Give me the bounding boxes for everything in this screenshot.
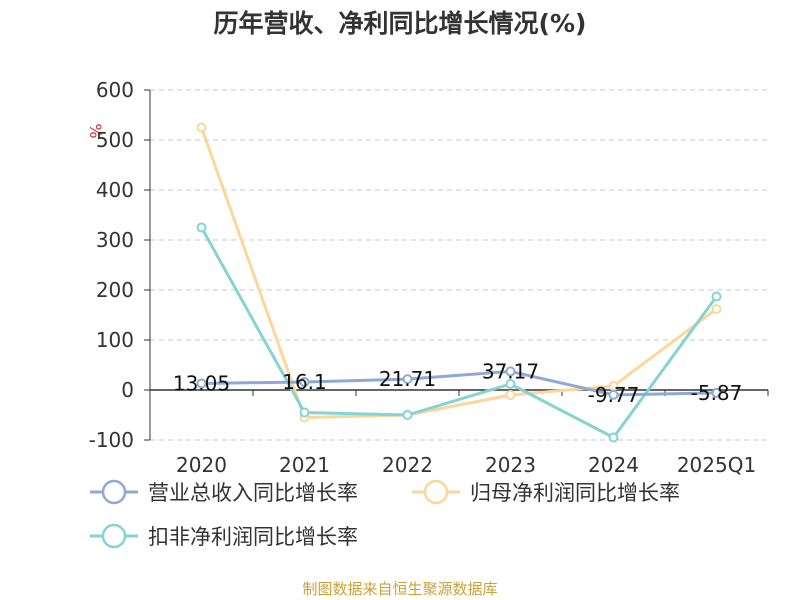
series-group — [196, 122, 722, 443]
data-point — [299, 407, 310, 418]
y-tick-label: 200 — [96, 278, 134, 302]
y-tick-label: 600 — [96, 78, 134, 102]
chart-title: 历年营收、净利同比增长情况(%) — [214, 9, 587, 38]
legend-label-deducted-profit: 扣非净利润同比增长率 — [148, 525, 358, 549]
x-tick-label: 2025Q1 — [677, 453, 756, 477]
data-label: 13.05 — [173, 371, 230, 395]
legend-marker-revenue — [101, 479, 127, 505]
data-point — [711, 387, 722, 398]
legend-item-net-profit[interactable]: 归母净利润同比增长率 — [412, 479, 680, 505]
data-point — [711, 291, 722, 302]
y-tick-label: 100 — [96, 328, 134, 352]
legend-marker-deducted-profit — [101, 523, 127, 549]
source-note: 制图数据来自恒生聚源数据库 — [302, 580, 497, 598]
x-tick-label: 2022 — [382, 453, 433, 477]
data-point — [196, 378, 207, 389]
data-point — [608, 389, 619, 400]
data-label: 37.17 — [482, 359, 539, 383]
y-tick-label: 400 — [96, 178, 134, 202]
y-tick-label: 0 — [121, 378, 134, 402]
x-tick-label: 2020 — [176, 453, 227, 477]
data-label: 21.71 — [379, 367, 436, 391]
legend: 营业总收入同比增长率 归母净利润同比增长率 扣非净利润同比增长率 — [90, 479, 680, 549]
legend-item-revenue[interactable]: 营业总收入同比增长率 — [90, 479, 358, 505]
data-point — [402, 374, 413, 385]
series-line — [200, 126, 718, 419]
data-point — [505, 390, 516, 400]
data-point — [402, 410, 413, 420]
data-point — [505, 366, 516, 377]
legend-label-revenue: 营业总收入同比增长率 — [148, 481, 358, 505]
data-point — [196, 122, 207, 133]
series-line — [201, 369, 717, 397]
y-tick-label: 300 — [96, 228, 134, 252]
data-label: 16.1 — [282, 370, 327, 394]
y-axis-unit: % — [86, 123, 105, 138]
data-point — [505, 379, 516, 389]
data-label: -5.87 — [691, 381, 743, 405]
data-point — [196, 222, 207, 233]
data-point — [608, 432, 619, 443]
x-tick-label: 2021 — [279, 453, 330, 477]
y-tick-label: 500 — [96, 128, 134, 152]
x-axis-ticks: 2020 2021 2022 2023 2024 2025Q1 — [176, 453, 756, 477]
x-tick-label: 2024 — [588, 453, 639, 477]
data-labels: 13.05 16.1 21.71 37.17 -9.77 -5.87 — [173, 359, 743, 406]
data-point — [711, 304, 722, 314]
data-label: -9.77 — [588, 383, 640, 407]
y-axis-ticks: 600 500 400 300 200 100 0 -100 — [89, 78, 150, 452]
legend-label-net-profit: 归母净利润同比增长率 — [470, 481, 680, 505]
legend-marker-net-profit — [423, 479, 449, 505]
axes — [149, 90, 769, 440]
y-tick-label: -100 — [89, 428, 134, 452]
legend-item-deducted-profit[interactable]: 扣非净利润同比增长率 — [90, 523, 358, 549]
grid-lines — [150, 89, 768, 441]
data-point — [299, 376, 310, 387]
x-tick-label: 2023 — [485, 453, 536, 477]
